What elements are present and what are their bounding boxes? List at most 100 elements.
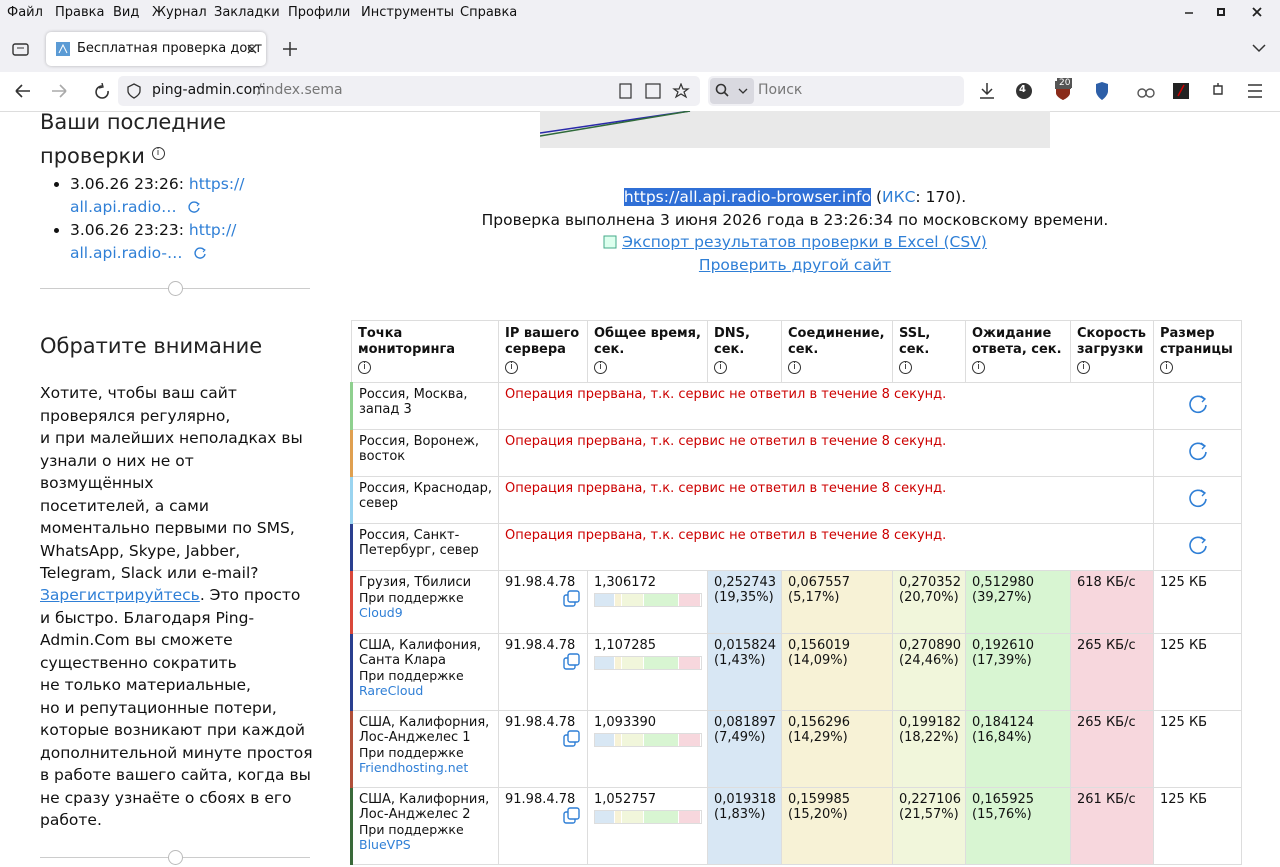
- ip-cell: 91.98.4.78: [498, 570, 588, 634]
- strip-segment: [595, 811, 616, 823]
- recent-link[interactable]: https://: [188, 175, 245, 193]
- location-cell: Россия, Санкт-Петербург, север: [350, 523, 499, 571]
- info-icon[interactable]: i: [151, 147, 165, 160]
- tab-close[interactable]: [246, 43, 258, 55]
- wait-percent: (39,27%): [972, 590, 1032, 605]
- menu-item[interactable]: Журнал: [152, 5, 207, 20]
- time-strip: [594, 593, 702, 607]
- register-text: но и репутационные потери,: [40, 698, 277, 717]
- error-row: Россия, Воронеж, восток Операция прервана…: [350, 429, 1242, 477]
- ssl-cell: 0,199182 (18,22%): [892, 710, 966, 788]
- recent-link[interactable]: http://: [188, 221, 237, 239]
- refresh-button[interactable]: [1187, 442, 1209, 466]
- strip-segment: [679, 657, 702, 669]
- total: 1,107285: [594, 638, 657, 653]
- refresh-icon[interactable]: [187, 200, 201, 216]
- refresh-button[interactable]: [1187, 489, 1209, 513]
- recent-item: 3.06.26 23:23: http:// all.api.radio-…: [70, 219, 312, 265]
- dns-value: 0,015824: [714, 638, 777, 653]
- url-bar[interactable]: ping-admin.com/index.sema: [118, 76, 700, 106]
- info-icon[interactable]: i: [714, 361, 727, 374]
- recent-link[interactable]: all.api.radio…: [70, 197, 177, 216]
- site-info-icon[interactable]: [126, 83, 142, 99]
- result-row: США, Калифорния, Лос-Анджелес 2 При подде…: [350, 787, 1242, 865]
- ssl-value: 0,227106: [899, 792, 962, 807]
- register-line: дополнительной минуте простоя: [40, 742, 320, 765]
- size-cell: 125 КБ: [1153, 710, 1242, 788]
- menu-item[interactable]: Вид: [113, 5, 140, 20]
- refresh-icon[interactable]: [193, 246, 207, 262]
- table-body: Россия, Москва, запад 3 Операция прервана…: [350, 382, 1242, 865]
- window-controls[interactable]: [1182, 6, 1272, 20]
- copy-button[interactable]: [505, 730, 581, 752]
- header-text: SSL, сек.: [899, 326, 931, 357]
- sponsor-label: При поддержке: [359, 822, 464, 837]
- menu-item[interactable]: Инструменты: [361, 5, 455, 20]
- refresh-cell: [1153, 476, 1242, 524]
- new-tab[interactable]: [282, 41, 298, 57]
- ssl-percent: (21,57%): [899, 807, 959, 822]
- url-icons[interactable]: [618, 83, 694, 99]
- notice-title: Обратите внимание: [40, 334, 263, 358]
- error-message: Операция прервана, т.к. сервис не ответи…: [498, 476, 1154, 524]
- info-icon[interactable]: i: [788, 361, 801, 374]
- time-strip: [594, 733, 702, 747]
- info-icon[interactable]: i: [1160, 361, 1173, 374]
- export-link[interactable]: Экспорт результатов проверки в Excel (CS…: [622, 233, 987, 251]
- tab-list-icon[interactable]: [12, 41, 30, 57]
- info-icon[interactable]: i: [1077, 361, 1090, 374]
- info-icon[interactable]: i: [899, 361, 912, 374]
- wait-percent: (16,84%): [972, 730, 1032, 745]
- copy-button[interactable]: [505, 653, 581, 675]
- dns-percent: (7,49%): [714, 730, 766, 745]
- nav-buttons[interactable]: [14, 83, 124, 101]
- dns-cell: 0,081897 (7,49%): [707, 710, 782, 788]
- connect-cell: 0,156019 (14,09%): [781, 633, 893, 711]
- sponsor-link[interactable]: Friendhosting.net: [359, 760, 469, 775]
- menu-item[interactable]: Закладки: [214, 5, 280, 20]
- error-row: Россия, Краснодар, север Операция прерван…: [350, 476, 1242, 524]
- site-selected[interactable]: https://all.api.radio-browser.info: [623, 188, 871, 206]
- other-site-link[interactable]: Проверить другой сайт: [698, 256, 892, 274]
- search-bar[interactable]: Поиск: [708, 76, 964, 106]
- copy-button[interactable]: [505, 807, 581, 829]
- info-icon[interactable]: i: [972, 361, 985, 374]
- sponsor-link[interactable]: Cloud9: [359, 605, 403, 620]
- menu-item[interactable]: Справка: [460, 5, 518, 20]
- recent-date: 3.06.26 23:23:: [70, 221, 184, 239]
- separator-dot: [168, 850, 183, 865]
- menu-item[interactable]: Правка: [55, 5, 105, 20]
- results-table: Точка мониторинга i IP вашего сервера i Обще…: [350, 320, 1242, 865]
- location-cell: Грузия, Тбилиси При поддержке Cloud9: [350, 570, 499, 634]
- refresh-button[interactable]: [1187, 395, 1209, 419]
- sponsor-link[interactable]: RareCloud: [359, 683, 424, 698]
- register-text: которые возникают при каждой: [40, 721, 305, 739]
- register-link[interactable]: Зарегистрируйтесь: [40, 586, 200, 604]
- iks-link[interactable]: ИКС: [882, 188, 916, 206]
- total-cell: 1,107285: [587, 633, 708, 711]
- tab-overflow[interactable]: [1252, 43, 1266, 53]
- register-line: Admin.Com вы сможете: [40, 629, 320, 652]
- tab[interactable]: Бесплатная проверка дост: [46, 32, 266, 66]
- register-text: не сразу узнаёте о сбоях в его: [40, 788, 292, 807]
- ip: 91.98.4.78: [505, 792, 576, 807]
- menu-item[interactable]: Файл: [7, 5, 43, 20]
- ip: 91.98.4.78: [505, 575, 576, 590]
- register-text: работе.: [40, 811, 102, 829]
- url-host: ping-admin.com: [152, 82, 266, 98]
- copy-button[interactable]: [505, 590, 581, 612]
- speed-cell: 265 КБ/с: [1070, 710, 1154, 788]
- info-icon[interactable]: i: [505, 361, 518, 374]
- recent-link[interactable]: all.api.radio-…: [70, 243, 183, 262]
- strip-segment: [621, 734, 644, 746]
- menu-item[interactable]: Профили: [288, 5, 351, 20]
- header-text: IP вашего сервера: [505, 326, 580, 357]
- ip-cell: 91.98.4.78: [498, 787, 588, 865]
- info-icon[interactable]: i: [358, 361, 371, 374]
- connect-value: 0,159985: [788, 792, 851, 807]
- sponsor-link[interactable]: BlueVPS: [359, 837, 411, 852]
- refresh-button[interactable]: [1187, 536, 1209, 560]
- size-cell: 125 КБ: [1153, 570, 1242, 634]
- info-icon[interactable]: i: [594, 361, 607, 374]
